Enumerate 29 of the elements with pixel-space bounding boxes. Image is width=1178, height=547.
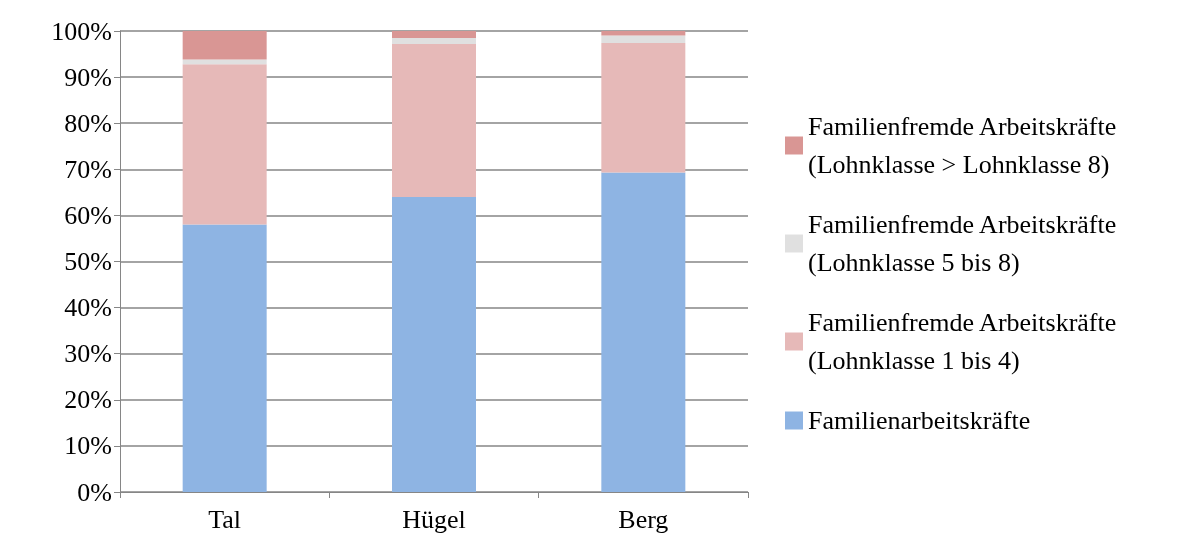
- bar: [601, 31, 686, 36]
- y-tick-label: 90%: [64, 62, 112, 92]
- bar: [392, 37, 476, 44]
- y-tick-label: 100%: [51, 16, 112, 46]
- y-tick-label: 30%: [64, 339, 112, 369]
- x-tick-label: Berg: [618, 504, 669, 534]
- bar: [182, 31, 267, 60]
- y-tick-label: 80%: [64, 108, 112, 138]
- y-tick-label: 70%: [64, 154, 112, 184]
- y-tick-label: 60%: [64, 200, 112, 230]
- bar: [601, 42, 686, 173]
- y-tick-label: 20%: [64, 385, 112, 415]
- y-tick-label: 0%: [77, 477, 112, 507]
- bar: [601, 172, 686, 492]
- bar: [182, 224, 267, 492]
- legend-label: Familienfremde Arbeitskräfte (Lohnklasse > Lohnklasse 8): [808, 112, 1123, 179]
- bar: [182, 64, 267, 225]
- y-tick-label: 50%: [64, 247, 112, 276]
- x-tick-label: Tal: [208, 504, 242, 534]
- legend-label: Familienarbeitskräfte: [808, 406, 1031, 435]
- y-tick-label: 10%: [64, 431, 112, 461]
- bar: [601, 35, 686, 43]
- bar: [392, 31, 476, 38]
- bar: [392, 196, 476, 492]
- legend-label: Familienfremde Arbeitskräfte (Lohnklasse 1 bis 4): [808, 308, 1123, 375]
- x-tick-label: Hügel: [402, 504, 466, 534]
- legend-label: Familienfremde Arbeitskräfte (Lohnklasse 5 bis 8): [808, 210, 1123, 277]
- y-tick-label: 40%: [64, 293, 112, 323]
- bar: [392, 43, 476, 197]
